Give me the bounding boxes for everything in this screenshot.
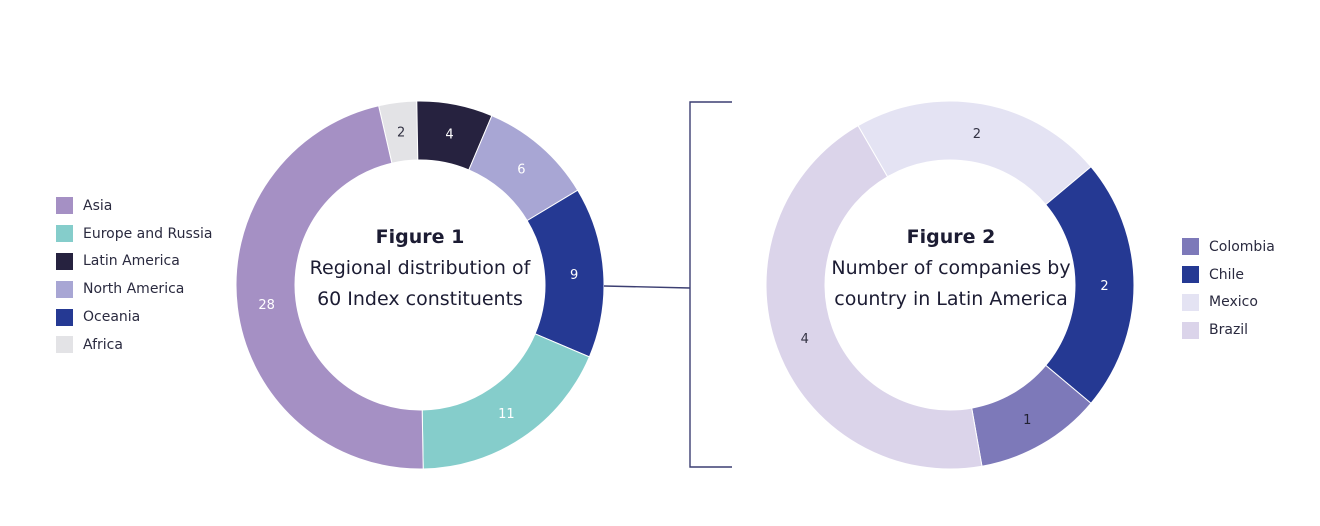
donut-chart-figure-1: 2 4 6 9 11 28 bbox=[235, 100, 605, 470]
data-label-chile: 2 bbox=[1100, 279, 1108, 294]
donut-chart-figure-2: 2 2 1 4 bbox=[765, 100, 1135, 470]
legend-item-chile: Chile bbox=[1182, 261, 1275, 289]
legend-item-north-america: North America bbox=[56, 275, 213, 303]
slice-europe-and-russia bbox=[421, 333, 591, 470]
legend-swatch bbox=[1182, 238, 1199, 256]
legend-swatch bbox=[56, 280, 73, 298]
connector-line bbox=[603, 285, 691, 289]
legend-label: Chile bbox=[1209, 266, 1245, 283]
data-label-oceania: 9 bbox=[570, 268, 578, 283]
legend-item-latin-america: Latin America bbox=[56, 248, 213, 276]
legend-label: Latin America bbox=[83, 253, 180, 270]
legend-item-europe-and-russia: Europe and Russia bbox=[56, 220, 213, 248]
legend-swatch bbox=[56, 308, 73, 326]
figure-2-legend: Colombia Chile Mexico Brazil bbox=[1182, 233, 1275, 344]
figure-1-legend: Asia Europe and Russia Latin America North … bbox=[56, 192, 213, 359]
legend-item-mexico: Mexico bbox=[1182, 289, 1275, 317]
legend-swatch bbox=[56, 336, 73, 354]
legend-label: Oceania bbox=[83, 309, 141, 326]
data-label-north-america: 6 bbox=[517, 162, 525, 177]
legend-label: Brazil bbox=[1209, 322, 1249, 339]
legend-item-brazil: Brazil bbox=[1182, 316, 1275, 344]
data-label-latin-america: 4 bbox=[445, 127, 453, 142]
connector-bracket bbox=[689, 101, 732, 468]
legend-item-africa: Africa bbox=[56, 331, 213, 359]
slice-brazil bbox=[765, 124, 983, 470]
figure-1-caption: Figure 1 Regional distribution of 60 Ind… bbox=[300, 222, 540, 314]
figure-2-subtitle: Number of companies by country in Latin … bbox=[831, 257, 1071, 310]
data-label-asia: 28 bbox=[258, 298, 275, 313]
legend-label: North America bbox=[83, 281, 185, 298]
legend-swatch bbox=[1182, 321, 1199, 339]
legend-swatch bbox=[1182, 293, 1199, 311]
data-label-colombia: 1 bbox=[1023, 413, 1031, 428]
slice-asia bbox=[235, 105, 424, 470]
figure-1-title: Figure 1 bbox=[375, 226, 465, 248]
legend-swatch bbox=[56, 197, 73, 215]
data-label-africa: 2 bbox=[397, 126, 405, 141]
data-label-mexico: 2 bbox=[973, 127, 981, 142]
legend-label: Colombia bbox=[1209, 238, 1275, 255]
figure-2-caption: Figure 2 Number of companies by country … bbox=[826, 222, 1076, 314]
legend-swatch bbox=[56, 225, 73, 243]
figure-2-title: Figure 2 bbox=[906, 226, 996, 248]
legend-item-colombia: Colombia bbox=[1182, 233, 1275, 261]
legend-swatch bbox=[1182, 266, 1199, 284]
figure-1-subtitle: Regional distribution of 60 Index consti… bbox=[309, 257, 531, 310]
legend-label: Africa bbox=[83, 336, 123, 353]
legend-item-oceania: Oceania bbox=[56, 303, 213, 331]
legend-swatch bbox=[56, 252, 73, 270]
data-label-brazil: 4 bbox=[801, 332, 809, 347]
legend-label: Europe and Russia bbox=[83, 225, 213, 242]
data-label-europe-and-russia: 11 bbox=[498, 407, 515, 422]
legend-label: Asia bbox=[83, 197, 113, 214]
slice-mexico bbox=[857, 100, 1092, 206]
legend-label: Mexico bbox=[1209, 294, 1258, 311]
legend-item-asia: Asia bbox=[56, 192, 213, 220]
